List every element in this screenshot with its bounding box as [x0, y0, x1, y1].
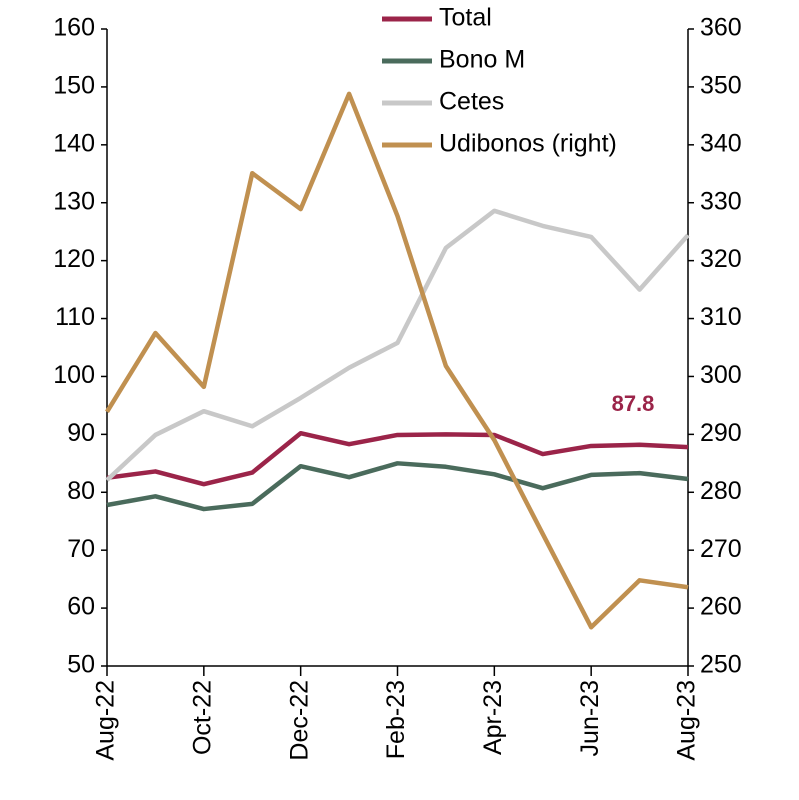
- x-tick-label: Apr-23: [479, 680, 507, 755]
- legend-label: Cetes: [439, 88, 504, 116]
- y2-tick-label: 300: [700, 361, 742, 389]
- y-tick-label: 50: [67, 651, 95, 679]
- x-tick-label: Oct-22: [188, 680, 216, 755]
- y2-tick-label: 320: [700, 245, 742, 273]
- x-tick-label: Aug-23: [673, 680, 701, 761]
- y2-tick-label: 260: [700, 593, 742, 621]
- y-tick-label: 60: [67, 593, 95, 621]
- series-line: [106, 430, 689, 487]
- y-tick-label: 110: [55, 303, 95, 331]
- y2-tick-label: 330: [700, 187, 742, 215]
- legend-label: Udibonos (right): [439, 130, 617, 158]
- y-tick-label: 140: [53, 129, 95, 157]
- data-label: 87.8: [612, 391, 655, 416]
- y-tick-label: 80: [67, 477, 95, 505]
- y-tick-label: 70: [67, 535, 95, 563]
- y2-tick-label: 250: [700, 651, 742, 679]
- y2-tick-label: 270: [700, 535, 742, 563]
- y2-tick-label: 310: [700, 303, 742, 331]
- series-line: [105, 91, 689, 630]
- x-tick-label: Aug-22: [92, 680, 120, 761]
- x-tick-label: Dec-22: [285, 680, 313, 761]
- y-tick-label: 90: [67, 419, 95, 447]
- y-tick-label: 150: [53, 72, 95, 100]
- y-tick-label: 160: [53, 14, 95, 42]
- y-tick-label: 120: [53, 245, 95, 273]
- legend-label: Bono M: [439, 46, 525, 74]
- y2-tick-label: 350: [700, 72, 742, 100]
- series-line: [105, 208, 690, 482]
- y-tick-label: 100: [53, 361, 95, 389]
- x-tick-label: Jun-23: [576, 680, 604, 756]
- y-tick-label: 130: [53, 187, 95, 215]
- y2-tick-label: 340: [700, 129, 742, 157]
- y2-tick-label: 360: [700, 14, 742, 42]
- series-line: [106, 461, 689, 512]
- y2-tick-label: 280: [700, 477, 742, 505]
- x-tick-label: Feb-23: [382, 680, 410, 759]
- y2-tick-label: 290: [700, 419, 742, 447]
- legend-label: Total: [439, 4, 492, 32]
